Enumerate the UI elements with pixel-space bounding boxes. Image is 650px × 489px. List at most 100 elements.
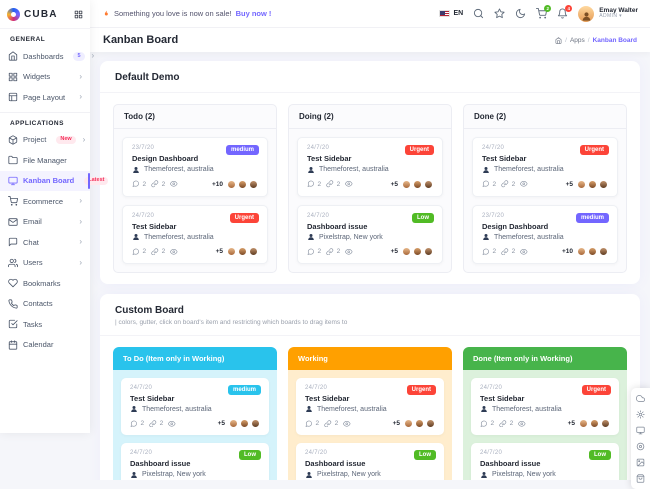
cloud-icon[interactable] xyxy=(636,394,645,403)
sidebar-item-page-layout[interactable]: Page Layout › xyxy=(0,87,90,108)
assignee-overflow-count: +10 xyxy=(561,248,573,255)
caret-down-icon: ▾ xyxy=(619,13,623,20)
star-icon[interactable] xyxy=(494,8,505,19)
sidebar-toggle-grid-icon[interactable] xyxy=(74,10,83,19)
cart-icon[interactable]: 2 xyxy=(536,4,552,19)
card-footer: 2 2 +5 xyxy=(305,419,435,428)
sidebar-item-contacts[interactable]: Contacts xyxy=(0,294,90,315)
user-name: Emay Walter xyxy=(599,6,638,14)
breadcrumb-apps[interactable]: Apps xyxy=(569,36,585,44)
card-date: 24/7/20 xyxy=(480,450,503,456)
kanban-card[interactable]: medium 23/7/20 Design Dashboard Themeforest… xyxy=(472,204,618,264)
sidebar-item-label: Tasks xyxy=(23,319,43,329)
card-title: Test Sidebar xyxy=(307,154,352,163)
column-title: To Do (Item only in Working) xyxy=(113,346,277,370)
column-body: medium 24/7/20 Test Sidebar Themeforest, au… xyxy=(113,369,277,480)
card-footer: 2 2 +10 xyxy=(482,247,608,256)
default-demo-panel: Default Demo Todo (2) medium 23/7/20 Design… xyxy=(100,61,640,284)
person-icon xyxy=(130,471,138,479)
moon-icon[interactable] xyxy=(515,8,526,19)
card-owner: Themeforest, australia xyxy=(307,166,433,174)
card-title: Test Sidebar xyxy=(130,393,175,403)
sidebar-item-bookmarks[interactable]: Bookmarks xyxy=(0,273,90,294)
card-title: Dashboard issue xyxy=(305,459,366,468)
tasks-icon xyxy=(8,319,18,329)
sidebar-item-chat[interactable]: Chat › xyxy=(0,232,90,253)
sidebar-item-label: Widgets xyxy=(23,72,51,82)
chevron-right-icon: › xyxy=(79,216,82,226)
kanban-card[interactable]: Urgent 24/7/20 Test Sidebar Themeforest, au… xyxy=(471,377,619,435)
gear-icon[interactable] xyxy=(636,410,645,419)
assignee-overflow-count: +5 xyxy=(565,180,573,188)
kanban-card[interactable]: Low 24/7/20 Dashboard issue Pixelstrap, New… xyxy=(121,443,269,480)
assignee-overflow-count: +5 xyxy=(567,420,575,427)
person-icon xyxy=(305,471,313,479)
eye-icon xyxy=(168,420,176,428)
column-body: medium 23/7/20 Design Dashboard Themeforest… xyxy=(114,129,276,272)
sidebar-item-ecommerce[interactable]: Ecommerce › xyxy=(0,191,90,212)
language-selector[interactable]: EN xyxy=(439,10,463,17)
sidebar-item-label: Calendar xyxy=(23,340,54,350)
link-icon xyxy=(501,248,509,256)
monitor-icon xyxy=(8,176,18,186)
person-icon xyxy=(132,233,140,241)
home-icon[interactable] xyxy=(555,36,562,44)
sidebar-item-calendar[interactable]: Calendar xyxy=(0,335,90,356)
sidebar-item-file-manager[interactable]: File Manager xyxy=(0,150,90,171)
sidebar-item-project[interactable]: Project New › xyxy=(0,130,90,151)
sidebar-badge: Latest xyxy=(84,176,109,185)
sidebar-section: APPLICATIONS Project New › File Manager Kanba… xyxy=(0,111,109,356)
sidebar-item-tasks[interactable]: Tasks xyxy=(0,314,90,335)
priority-badge: Low xyxy=(414,450,436,460)
bell-icon[interactable]: 4 xyxy=(557,4,573,19)
comment-icon xyxy=(307,180,315,188)
user-menu[interactable]: Emay Walter Admin ▾ xyxy=(578,5,638,22)
sidebar-item-widgets[interactable]: Widgets › xyxy=(0,67,90,88)
link-icon xyxy=(499,420,507,428)
bag-icon[interactable] xyxy=(636,474,645,483)
avatar xyxy=(590,419,599,428)
sidebar-item-kanban-board[interactable]: Kanban Board Latest xyxy=(0,170,109,191)
kanban-card[interactable]: medium 24/7/20 Test Sidebar Themeforest, au… xyxy=(121,377,269,435)
kanban-card[interactable]: medium 23/7/20 Design Dashboard Themeforest… xyxy=(122,137,268,197)
sidebar-item-users[interactable]: Users › xyxy=(0,253,90,274)
link-icon xyxy=(501,180,509,188)
kanban-card[interactable]: Low 24/7/20 Dashboard issue Pixelstrap, New… xyxy=(297,204,443,264)
disc-icon[interactable] xyxy=(636,442,645,451)
image-icon[interactable] xyxy=(636,458,645,467)
attachment-count: 2 xyxy=(159,420,164,427)
search-icon[interactable] xyxy=(473,8,484,19)
assignee-overflow-count: +5 xyxy=(390,248,398,255)
logo-row: CUBA xyxy=(0,0,90,29)
kanban-card[interactable]: Urgent 24/7/20 Test Sidebar Themeforest, au… xyxy=(297,137,443,197)
column-title: Todo (2) xyxy=(114,105,276,129)
kanban-card[interactable]: Urgent 24/7/20 Test Sidebar Themeforest, au… xyxy=(472,137,618,197)
card-owner: Themeforest, australia xyxy=(305,405,435,413)
card-assignees: +5 xyxy=(216,247,258,256)
kanban-card[interactable]: Urgent 24/7/20 Test Sidebar Themeforest, au… xyxy=(122,204,268,264)
avatar xyxy=(577,179,586,189)
card-date: 23/7/20 xyxy=(132,145,155,151)
avatar xyxy=(413,247,422,256)
card-title: Dashboard issue xyxy=(307,221,368,231)
person-icon xyxy=(482,233,490,241)
kanban-card[interactable]: Urgent 24/7/20 Test Sidebar Themeforest, au… xyxy=(296,377,444,435)
default-board: Todo (2) medium 23/7/20 Design Dashboard The… xyxy=(100,93,640,284)
notification-badge: 2 xyxy=(544,4,552,12)
avatar xyxy=(238,247,247,256)
kanban-card[interactable]: Low 24/7/20 Dashboard issue Pixelstrap, New… xyxy=(471,443,619,480)
custom-kanban-column: Working Urgent 24/7/20 Test Sidebar Themefor… xyxy=(288,346,452,480)
sidebar-item-email[interactable]: Email › xyxy=(0,212,90,233)
sidebar-item-dashboards[interactable]: Dashboards 5 › xyxy=(0,46,94,67)
kanban-card[interactable]: Low 24/7/20 Dashboard issue Pixelstrap, New… xyxy=(296,443,444,480)
card-date: 23/7/20 xyxy=(482,212,505,219)
home-icon xyxy=(8,51,18,61)
card-footer: 2 2 +5 xyxy=(480,419,610,428)
kanban-column: Doing (2) Urgent 24/7/20 Test Sidebar Themef… xyxy=(288,104,452,273)
column-body: Urgent 24/7/20 Test Sidebar Themeforest, au… xyxy=(464,129,626,272)
monitor-icon[interactable] xyxy=(636,426,645,435)
avatar xyxy=(229,419,238,428)
buy-now-link[interactable]: Buy now ! xyxy=(235,9,272,18)
comment-count: 2 xyxy=(317,248,322,255)
page-header: Kanban Board / Apps / Kanban Board xyxy=(90,28,650,52)
